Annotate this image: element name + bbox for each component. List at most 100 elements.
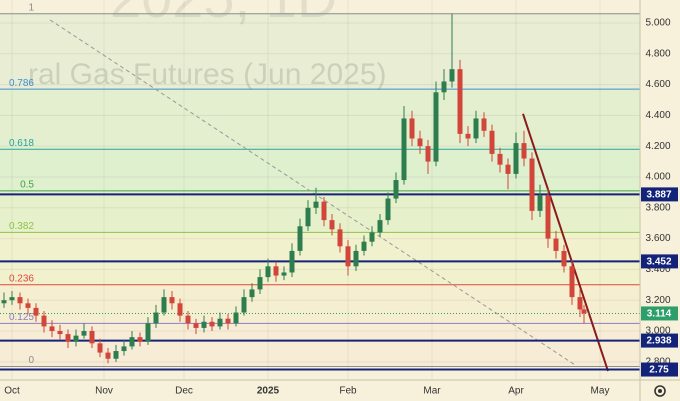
price-tag	[641, 306, 678, 321]
candle-body	[561, 250, 567, 267]
y-tick-label: 5.000	[645, 18, 670, 29]
x-tick-label: 2025	[257, 386, 280, 397]
candle-body	[393, 180, 399, 199]
price-tag-label: 3.452	[646, 257, 671, 268]
candle-body	[545, 195, 551, 239]
x-tick-label: Apr	[508, 386, 524, 397]
candle-body	[417, 138, 423, 147]
fib-zone	[0, 89, 640, 150]
candle-body	[489, 130, 495, 154]
candle-body	[25, 303, 31, 308]
watermark: 2025, 1D	[110, 0, 337, 29]
watermark: ral Gas Futures (Jun 2025)	[28, 58, 387, 91]
candle-body	[473, 118, 479, 139]
fib-zone	[0, 284, 640, 324]
y-tick-label: 4.800	[645, 48, 670, 59]
price-tag-label: 2.938	[646, 336, 671, 347]
plot-area: 2025, 1D ral Gas Futures (Jun 2025) 1 0.786…	[0, 0, 640, 380]
price-tag	[641, 187, 678, 202]
candle-body	[345, 246, 351, 267]
y-tick-label: 4.200	[645, 141, 670, 152]
candle-body	[81, 331, 87, 336]
candle-body	[249, 289, 255, 298]
candle-body	[33, 307, 39, 316]
y-tick-label: 4.600	[645, 79, 670, 90]
y-tick-label: 4.000	[645, 172, 670, 183]
candle-body	[89, 331, 95, 344]
candle-body	[41, 315, 47, 327]
candle-body	[313, 201, 319, 208]
candle-body	[177, 303, 183, 316]
candle-body	[161, 297, 167, 313]
candle-body	[465, 133, 471, 139]
candle-body	[113, 351, 119, 359]
price-tag	[641, 333, 678, 348]
y-tick-label: 2.800	[645, 356, 670, 367]
x-tick-label: May	[591, 386, 610, 397]
candle-body	[153, 312, 159, 324]
candle-body	[361, 241, 367, 251]
candle-body	[9, 297, 15, 301]
price-tag-label: 3.114	[647, 309, 672, 320]
candle-body	[505, 164, 511, 174]
price-tag	[641, 254, 678, 269]
fib-label: 0.125	[9, 312, 34, 323]
fib-zone	[0, 232, 640, 285]
fib-label: 0.236	[9, 273, 34, 284]
candle-body	[577, 297, 583, 310]
candle-body	[137, 337, 143, 342]
candle-body	[97, 343, 103, 353]
candle-body	[401, 118, 407, 181]
candle-body	[257, 277, 263, 290]
candle-body	[537, 195, 543, 211]
candle-body	[201, 321, 207, 328]
candle-body	[169, 297, 175, 304]
trend-line	[522, 113, 609, 372]
x-tick-label: Oct	[4, 386, 20, 397]
x-tick-label: Feb	[339, 386, 357, 397]
candle-body	[305, 207, 311, 227]
candle-body	[49, 326, 55, 332]
candle-body	[281, 272, 287, 276]
fib-label: 0.786	[9, 78, 34, 89]
candle-body	[529, 158, 535, 211]
candle-body	[321, 201, 327, 221]
fib-label: 0	[28, 355, 34, 366]
candle-body	[217, 318, 223, 327]
gear-center[interactable]	[658, 389, 662, 393]
x-tick-label: Mar	[423, 386, 441, 397]
candle-body	[193, 323, 199, 328]
fib-label: 1	[28, 2, 34, 13]
candle-body	[121, 346, 127, 352]
y-tick-label: 3.600	[645, 233, 670, 244]
candle-body	[433, 92, 439, 162]
candle-body	[449, 69, 455, 82]
candle-body	[569, 266, 575, 298]
candle-body	[513, 143, 519, 174]
candle-body	[73, 335, 79, 342]
candle-body	[185, 315, 191, 324]
candle-body	[521, 143, 527, 159]
fib-zone	[0, 323, 640, 367]
candle-body	[581, 309, 587, 314]
candle-body	[241, 297, 247, 313]
y-tick-label: 3.400	[645, 264, 670, 275]
candle-body	[425, 146, 431, 162]
candle-body	[225, 318, 231, 324]
candle-body	[209, 321, 215, 327]
candle-body	[297, 226, 303, 251]
candle-body	[457, 69, 463, 134]
fib-label: 0.382	[9, 221, 34, 232]
candle-body	[289, 250, 295, 273]
candle-body	[553, 238, 559, 251]
candle-body	[273, 266, 279, 276]
candle-body	[441, 81, 447, 93]
price-tag-label: 2.75	[649, 365, 669, 376]
candle-body	[145, 323, 151, 342]
candle-body	[17, 297, 23, 304]
candle-body	[329, 220, 335, 230]
settings-icon[interactable]	[654, 385, 666, 397]
fib-label: 0.618	[9, 138, 34, 149]
gear[interactable]	[654, 385, 666, 397]
